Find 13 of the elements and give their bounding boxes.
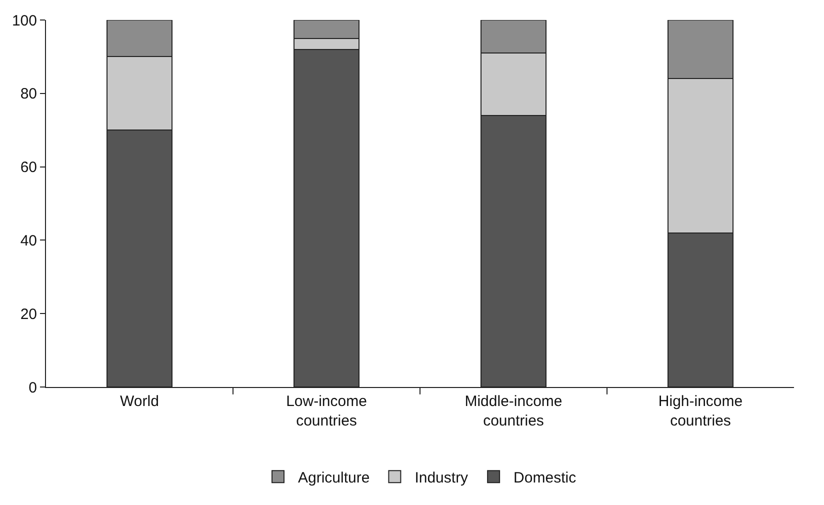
y-tick-label: 40 bbox=[20, 232, 37, 250]
y-tick-label: 0 bbox=[28, 379, 37, 396]
x-tick-label: World bbox=[120, 393, 159, 410]
x-tick-label: Low-income countries bbox=[286, 393, 367, 430]
x-tick-label: High-income countries bbox=[658, 393, 743, 430]
legend-label: Industry bbox=[414, 470, 469, 486]
y-tick-label: 20 bbox=[20, 306, 37, 323]
y-tick-label: 80 bbox=[20, 86, 37, 103]
y-tick-label: 60 bbox=[20, 159, 37, 176]
y-tick-label: 100 bbox=[12, 12, 37, 30]
x-tick-label: Middle-income countries bbox=[464, 393, 562, 430]
legend-label: Domestic bbox=[514, 470, 577, 486]
legend-label: Agriculture bbox=[298, 470, 370, 486]
